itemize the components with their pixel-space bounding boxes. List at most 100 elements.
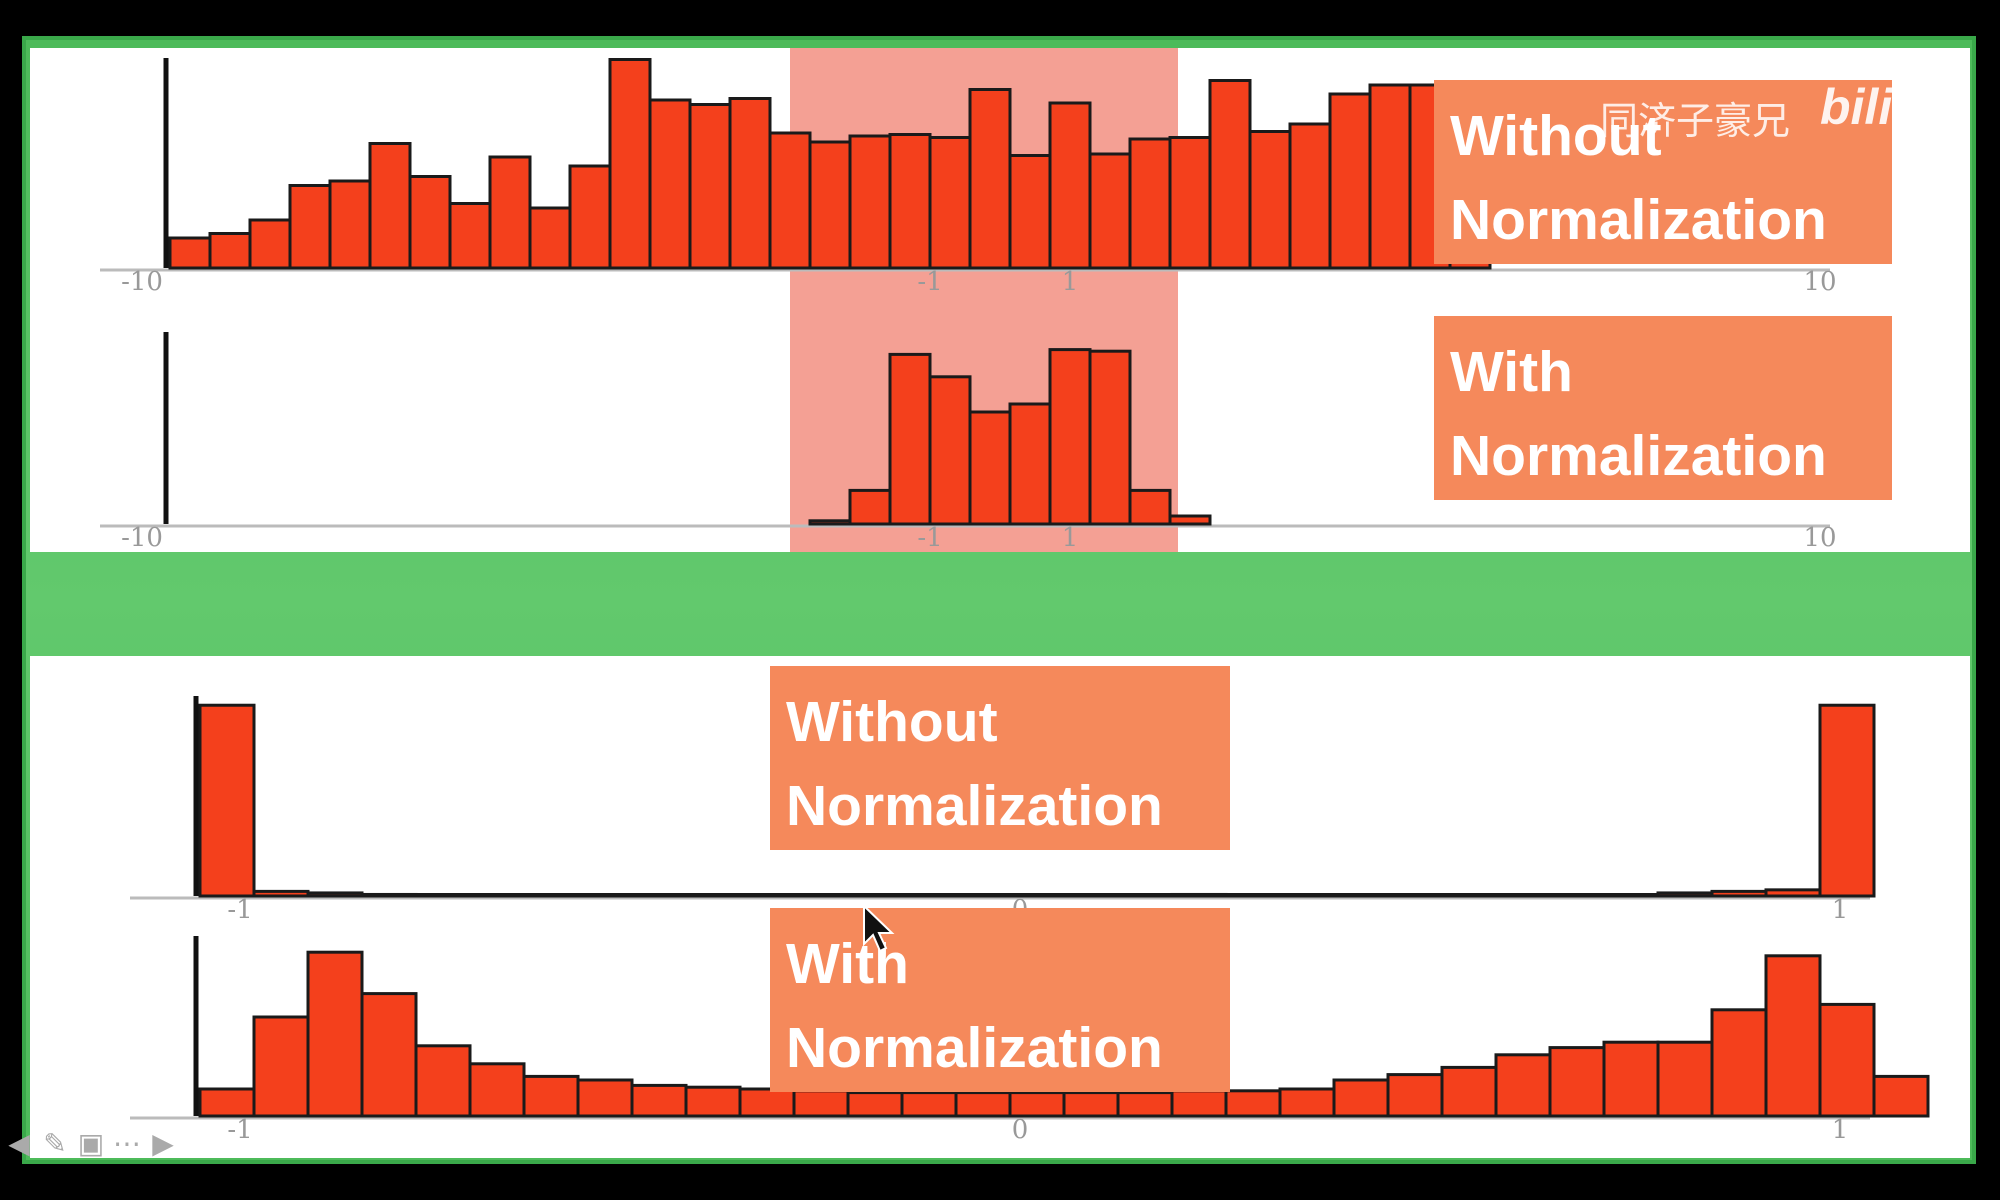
label-box-4-line-2: Normalization: [786, 1016, 1163, 1080]
slideshow-toolbar: ◀ ✎ ▣ ⋯ ▶: [4, 1124, 178, 1164]
chart-1-bar: [288, 184, 332, 270]
chart-3-bar: [576, 893, 634, 898]
chart-2-bar: [888, 352, 932, 526]
bottom-histograms: -101-101: [130, 696, 1930, 1145]
label-box-1-line-1: Without: [1450, 104, 1662, 168]
chart-3-bar: [1818, 703, 1876, 898]
chart-4-bar: [1332, 1078, 1390, 1118]
chart-3-bar: [360, 892, 418, 898]
chart-3-bar: [1602, 893, 1660, 898]
chart-1-bar: [328, 179, 372, 270]
chart-1-bar: [248, 218, 292, 270]
more-icon[interactable]: ⋯: [113, 1127, 141, 1160]
chart-2-bar: [968, 410, 1012, 526]
chart-3-bar: [1764, 888, 1822, 898]
chart-4-bar: [1062, 1091, 1120, 1118]
chart-4-bar: [630, 1083, 688, 1118]
chart-2-tick-label: 10: [1803, 523, 1836, 552]
arrow-right-icon[interactable]: ▶: [152, 1127, 174, 1160]
chart-4-bar: [468, 1062, 526, 1118]
chart-4-bar: [1224, 1089, 1282, 1118]
label-box-4: With Normalization: [770, 908, 1230, 1092]
mouse-cursor-icon: [863, 904, 895, 953]
chart-3-tick-label: -1: [227, 895, 252, 925]
label-box-2: With Normalization: [1434, 316, 1892, 500]
chart-1-bar: [448, 202, 492, 270]
chart-4-bar: [360, 992, 418, 1118]
chart-4-bar: [252, 1015, 310, 1118]
label-box-3-line-2: Normalization: [786, 774, 1163, 838]
chart-4-bar: [846, 1091, 904, 1118]
chart-4-bar: [1008, 1091, 1066, 1118]
chart-4-bar: [1602, 1040, 1660, 1118]
chart-1-bar: [1208, 79, 1252, 270]
chart-3-bar: [1494, 893, 1552, 898]
chart-4-bar: [1710, 1008, 1768, 1118]
chart-4-bar: [1872, 1074, 1930, 1118]
chart-1-bar: [408, 175, 452, 270]
chart-1-tick-label: -10: [121, 267, 163, 297]
chart-3-bar: [846, 893, 904, 898]
chart-1-tick-label: 10: [1803, 267, 1836, 297]
chart-3-bar: [954, 893, 1012, 898]
chart-4-bar: [1116, 1091, 1174, 1118]
chart-2-bar: [1008, 402, 1052, 526]
chart-2-bar: [1128, 488, 1172, 526]
chart-3-bar: [684, 893, 742, 898]
chart-4-bar: [1386, 1073, 1444, 1118]
chart-1-bar: [1368, 83, 1412, 270]
chart-1-bar: [1128, 137, 1172, 270]
chart-3-bar: [1386, 893, 1444, 898]
chart-3-bar: [1224, 893, 1282, 898]
chart-1-bar: [1288, 122, 1332, 270]
chart-1-bar: [1248, 130, 1292, 270]
chart-1-bar: [1088, 152, 1132, 270]
chart-2-bar: [848, 488, 892, 526]
chart-1-bar: [488, 155, 532, 270]
bilibili-logo: bilibili: [1820, 79, 1965, 135]
arrow-left-icon[interactable]: ◀: [8, 1127, 30, 1160]
chart-3-bar: [792, 893, 850, 898]
label-box-3-line-1: Without: [786, 690, 998, 754]
chart-4-bar: [306, 950, 364, 1118]
chart-1-bar: [648, 98, 692, 270]
label-box-2-line-2: Normalization: [1450, 424, 1827, 488]
pen-icon[interactable]: ✎: [43, 1127, 67, 1160]
chart-4-bar: [1818, 1002, 1876, 1118]
chart-1-tick-label: 1: [1062, 267, 1079, 297]
chart-1-bar: [1008, 154, 1052, 270]
chart-3-bar: [1548, 893, 1606, 898]
chart-4-bar: [684, 1085, 742, 1118]
chart-1-bar: [848, 134, 892, 270]
label-box-1: Without Normalization: [1434, 80, 1892, 264]
chart-3-bar: [306, 891, 364, 898]
chart-1-bar: [528, 206, 572, 270]
chart-4-bar: [1656, 1040, 1714, 1118]
chart-2-tick-label: -1: [917, 523, 942, 552]
chart-1-bar: [368, 142, 412, 270]
chart-1-bar: [1048, 101, 1092, 270]
chart-3-bar: [1278, 893, 1336, 898]
chart-2-bar: [1168, 514, 1212, 526]
label-box-2-line-1: With: [1450, 340, 1573, 404]
chart-4-bar: [954, 1091, 1012, 1118]
chart-3-bar: [468, 893, 526, 898]
slide-grid-icon[interactable]: ▣: [77, 1127, 105, 1160]
chart-3-bar: [738, 893, 796, 898]
chart-4-bar: [1494, 1053, 1552, 1118]
chart-4-tick-label: 1: [1832, 1115, 1849, 1145]
chart-3-bar: [1656, 891, 1714, 898]
label-box-4-line-1: With: [786, 932, 909, 996]
chart-1-bar: [208, 232, 252, 270]
chart-2-bar: [808, 519, 852, 526]
chart-2-bar: [928, 375, 972, 526]
chart-4-bar: [414, 1044, 472, 1118]
chart-3-bar: [1710, 889, 1768, 898]
chart-1-bar: [928, 136, 972, 270]
chart-1-bar: [688, 103, 732, 270]
chart-1-bar: [568, 164, 612, 270]
chart-4-bar: [198, 1087, 256, 1118]
chart-3-tick-label: 1: [1832, 895, 1849, 925]
chart-3-bar: [1170, 892, 1228, 898]
chart-4-bar: [576, 1078, 634, 1118]
